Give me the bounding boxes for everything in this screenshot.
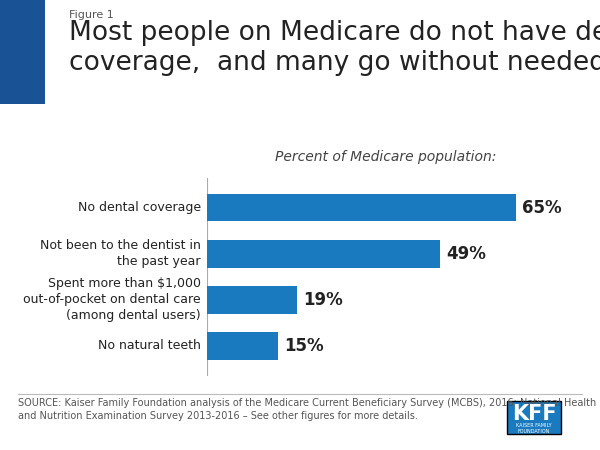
Text: No natural teeth: No natural teeth <box>98 339 201 352</box>
Text: Percent of Medicare population:: Percent of Medicare population: <box>275 150 496 164</box>
Text: KFF: KFF <box>512 404 556 424</box>
Bar <box>207 194 517 221</box>
Text: No dental coverage: No dental coverage <box>78 201 201 214</box>
Text: 15%: 15% <box>284 337 324 355</box>
Text: KAISER FAMILY
FOUNDATION: KAISER FAMILY FOUNDATION <box>516 423 552 434</box>
Text: Not been to the dentist in
the past year: Not been to the dentist in the past year <box>40 239 201 268</box>
Polygon shape <box>0 0 45 104</box>
Text: 19%: 19% <box>303 291 343 309</box>
Text: Spent more than $1,000
out-of-pocket on dental care
(among dental users): Spent more than $1,000 out-of-pocket on … <box>23 277 201 322</box>
Bar <box>207 286 298 314</box>
Bar <box>207 240 440 268</box>
Bar <box>207 332 278 360</box>
Text: SOURCE: Kaiser Family Foundation analysis of the Medicare Current Beneficiary Su: SOURCE: Kaiser Family Foundation analysi… <box>18 398 596 422</box>
Text: Figure 1: Figure 1 <box>69 10 114 20</box>
Text: 65%: 65% <box>522 199 562 217</box>
Text: 49%: 49% <box>446 245 486 263</box>
Text: Most people on Medicare do not have dental
coverage,  and many go without needed: Most people on Medicare do not have dent… <box>69 20 600 76</box>
